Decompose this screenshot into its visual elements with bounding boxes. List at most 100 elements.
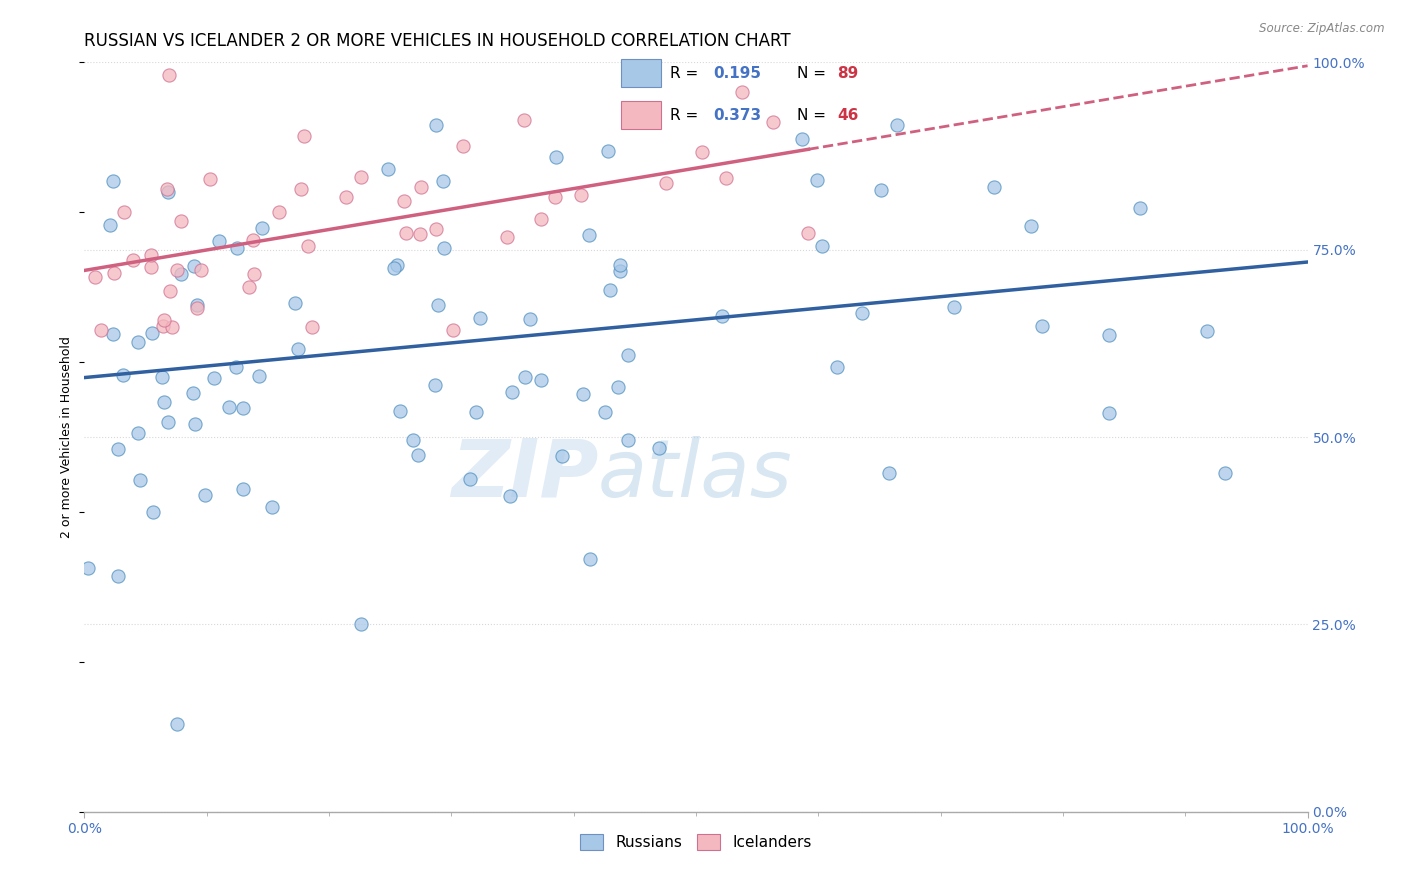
- Point: [470, 311, 492, 326]
- Point: [170, 213, 193, 227]
- Point: [181, 386, 204, 401]
- Point: [127, 425, 149, 440]
- Point: [811, 239, 834, 253]
- Point: [385, 258, 408, 272]
- Point: [247, 368, 270, 383]
- Text: RUSSIAN VS ICELANDER 2 OR MORE VEHICLES IN HOUSEHOLD CORRELATION CHART: RUSSIAN VS ICELANDER 2 OR MORE VEHICLES …: [84, 32, 792, 50]
- Point: [194, 488, 217, 502]
- Point: [141, 326, 163, 341]
- Point: [519, 312, 541, 326]
- Point: [617, 348, 640, 362]
- Point: [609, 258, 631, 272]
- Point: [101, 326, 124, 341]
- Point: [692, 145, 714, 160]
- Point: [714, 171, 737, 186]
- Point: [433, 241, 456, 255]
- Point: [425, 118, 447, 132]
- Point: [269, 205, 291, 219]
- Point: [160, 319, 183, 334]
- Legend: Russians, Icelanders: Russians, Icelanders: [574, 829, 818, 856]
- Point: [1129, 201, 1152, 215]
- Point: [98, 219, 121, 233]
- Point: [301, 320, 323, 334]
- Point: [647, 442, 669, 456]
- Point: [1213, 466, 1236, 480]
- Point: [1197, 324, 1219, 338]
- Point: [77, 561, 100, 575]
- Point: [226, 241, 249, 255]
- Point: [886, 118, 908, 132]
- Point: [350, 617, 373, 632]
- Point: [530, 373, 553, 387]
- Point: [139, 248, 162, 262]
- Point: [790, 131, 813, 145]
- Point: [350, 170, 373, 185]
- Point: [166, 717, 188, 731]
- Point: [499, 489, 522, 503]
- Text: 46: 46: [838, 108, 859, 122]
- Point: [159, 284, 181, 298]
- Point: [242, 233, 264, 247]
- Point: [465, 405, 488, 419]
- Text: 0.195: 0.195: [714, 66, 762, 80]
- Point: [851, 305, 873, 319]
- Point: [451, 138, 474, 153]
- Point: [406, 448, 429, 462]
- Point: [152, 395, 174, 409]
- Point: [127, 335, 149, 350]
- Point: [983, 179, 1005, 194]
- Point: [569, 188, 592, 202]
- Point: [157, 415, 180, 429]
- Point: [112, 368, 135, 382]
- Point: [607, 380, 630, 394]
- Point: [150, 369, 173, 384]
- Point: [599, 283, 621, 297]
- Point: [797, 226, 820, 240]
- Point: [806, 172, 828, 186]
- Point: [825, 360, 848, 375]
- Point: [90, 323, 112, 337]
- Point: [107, 568, 129, 582]
- Point: [441, 322, 464, 336]
- Text: N =: N =: [797, 66, 831, 80]
- Point: [218, 400, 240, 414]
- Text: R =: R =: [671, 108, 703, 122]
- Text: atlas: atlas: [598, 435, 793, 514]
- Point: [427, 298, 450, 312]
- Point: [107, 442, 129, 456]
- Point: [152, 319, 174, 334]
- Point: [572, 386, 595, 401]
- Point: [394, 227, 416, 241]
- Point: [169, 267, 191, 281]
- Point: [129, 474, 152, 488]
- Point: [238, 280, 260, 294]
- Point: [593, 405, 616, 419]
- Point: [609, 264, 631, 278]
- Point: [152, 312, 174, 326]
- Point: [112, 204, 135, 219]
- Point: [142, 505, 165, 519]
- Point: [186, 298, 208, 312]
- Point: [101, 173, 124, 187]
- FancyBboxPatch shape: [621, 59, 661, 87]
- Point: [232, 401, 254, 415]
- Point: [335, 190, 357, 204]
- Point: [402, 433, 425, 447]
- Point: [578, 227, 600, 242]
- Point: [202, 370, 225, 384]
- Point: [425, 377, 447, 392]
- Point: [122, 253, 145, 268]
- Point: [290, 181, 312, 195]
- Point: [225, 360, 247, 375]
- Point: [546, 150, 568, 164]
- Point: [155, 182, 177, 196]
- Text: ZIP: ZIP: [451, 435, 598, 514]
- Point: [943, 300, 966, 314]
- Point: [458, 472, 481, 486]
- Point: [432, 174, 454, 188]
- Point: [598, 145, 620, 159]
- Point: [382, 261, 405, 276]
- Point: [411, 179, 433, 194]
- Point: [513, 370, 536, 384]
- Point: [579, 551, 602, 566]
